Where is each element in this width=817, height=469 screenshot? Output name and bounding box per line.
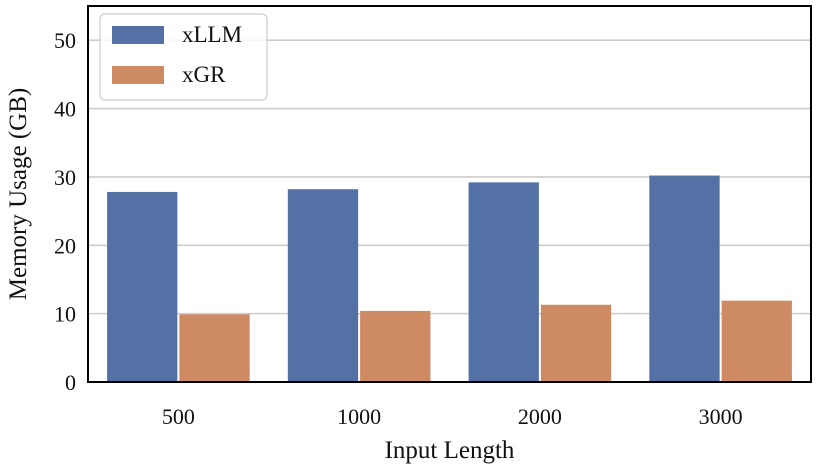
legend: xLLM xGR	[99, 13, 268, 101]
y-tick-label: 40	[54, 97, 76, 122]
y-tick-label: 20	[54, 233, 76, 258]
bar-xGR-1000	[360, 310, 431, 382]
x-tick-label: 2000	[518, 404, 562, 429]
x-axis-label: Input Length	[385, 437, 515, 464]
legend-swatch-xGR	[112, 66, 164, 84]
plot-frame	[87, 5, 812, 383]
bar-xGR-2000	[540, 304, 612, 382]
y-tick-label: 0	[65, 370, 76, 395]
bar-xLLM-3000	[649, 175, 720, 382]
y-tick-label: 30	[54, 165, 76, 190]
x-tick-label: 1000	[337, 404, 381, 429]
bar-xLLM-500	[107, 191, 178, 382]
legend-label-xGR: xGR	[182, 62, 226, 87]
bar-xGR-500	[179, 314, 250, 382]
y-axis-ticks: 0 10 20 30 40 50	[54, 28, 76, 395]
bars	[107, 175, 792, 382]
legend-swatch-xLLM	[112, 26, 164, 44]
y-tick-label: 10	[54, 302, 76, 327]
x-axis-ticks: 500 1000 2000 3000	[162, 404, 743, 429]
bar-xLLM-1000	[287, 189, 359, 382]
x-tick-label: 3000	[699, 404, 743, 429]
y-tick-label: 50	[54, 28, 76, 53]
legend-label-xLLM: xLLM	[182, 22, 242, 47]
bar-xGR-3000	[721, 300, 792, 382]
y-axis-label: Memory Usage (GB)	[5, 88, 32, 300]
x-tick-label: 500	[162, 404, 195, 429]
bar-xLLM-2000	[468, 182, 539, 382]
